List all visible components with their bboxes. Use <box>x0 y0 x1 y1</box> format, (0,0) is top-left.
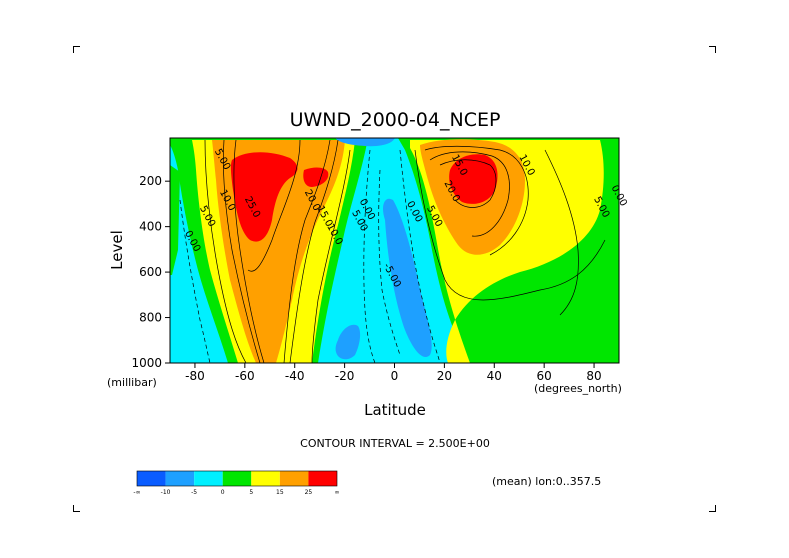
colorbar-label: -5 <box>191 489 197 496</box>
contour-line <box>283 139 331 363</box>
contour-line <box>311 149 351 363</box>
contour-line-dashed <box>363 149 376 363</box>
crop-mark-top-left <box>73 46 80 53</box>
colorbar-label: 15 <box>276 489 284 496</box>
y-tick-label: 800 <box>139 311 162 325</box>
crop-mark-bottom-right <box>709 505 716 512</box>
averaging-label: (mean) lon:0..357.5 <box>492 475 601 488</box>
colorbar-label: ∞ <box>335 489 340 496</box>
colorbar-label: 25 <box>305 489 313 496</box>
y-axis-label: Level <box>108 230 126 270</box>
crop-mark-top-right <box>709 46 716 53</box>
contour-lines <box>204 139 606 363</box>
contour-fill-below-neg5-center <box>382 198 432 358</box>
x-tick-label: 60 <box>537 369 552 383</box>
colorbar-label: -10 <box>161 489 171 496</box>
x-tick-label: -60 <box>235 369 255 383</box>
y-axis: 200 400 600 800 1000 <box>131 174 170 370</box>
contour-fill-25-plus-north <box>449 154 498 204</box>
x-axis: -80 -60 -40 -20 0 20 40 60 80 <box>185 363 602 383</box>
colorbar-swatch <box>137 471 166 486</box>
contour-line <box>544 149 579 316</box>
contour-line <box>424 145 529 256</box>
contour-line <box>233 139 265 363</box>
x-tick-label: -80 <box>185 369 205 383</box>
colorbar-label: 5 <box>249 489 253 496</box>
y-units-label: (millibar) <box>107 376 157 389</box>
contour-line-dashed <box>378 169 401 356</box>
crop-mark-bottom-left <box>73 505 80 512</box>
chart-title: UWND_2000-04_NCEP <box>290 109 501 131</box>
contour-interval-label: CONTOUR INTERVAL = 2.500E+00 <box>300 437 490 450</box>
x-tick-label: -20 <box>335 369 355 383</box>
x-tick-label: 80 <box>586 369 601 383</box>
y-tick-label: 600 <box>139 265 162 279</box>
colorbar-swatch <box>194 471 223 486</box>
colorbar-label: -∞ <box>133 489 140 496</box>
contour-fill-below-neg5-top <box>335 138 395 147</box>
colorbar-swatch <box>251 471 280 486</box>
y-tick-label: 200 <box>139 174 162 188</box>
contour-fill-layer <box>170 138 619 363</box>
contour-line <box>223 139 261 363</box>
contour-line <box>289 139 339 363</box>
colorbar-swatch <box>308 471 337 486</box>
x-axis-label: Latitude <box>364 401 426 419</box>
contour-line-dashed <box>399 149 441 363</box>
colorbar-label: 0 <box>221 489 225 496</box>
x-tick-label: -40 <box>285 369 305 383</box>
colorbar-frame <box>136 470 338 487</box>
x-tick-label: 40 <box>487 369 502 383</box>
contour-fill-25-plus-south <box>230 152 298 242</box>
colorbar-swatch <box>279 471 309 486</box>
y-tick-label: 400 <box>139 220 162 234</box>
contour-line <box>414 149 606 301</box>
colorbar: -∞ -10 -5 0 5 15 25 ∞ <box>133 470 340 496</box>
colorbar-swatch <box>165 471 195 486</box>
contour-line <box>247 139 301 272</box>
contour-fill-0-to-5-west-edge <box>170 165 180 275</box>
x-tick-label: 20 <box>437 369 452 383</box>
contour-fill-below-neg5-low <box>335 324 361 360</box>
x-units-label: (degrees_north) <box>534 382 622 395</box>
contour-line <box>439 159 497 208</box>
y-tick-label: 1000 <box>131 356 162 370</box>
x-tick-label: 0 <box>391 369 399 383</box>
negative-contour-lines <box>179 149 441 363</box>
contour-line-dashed <box>179 199 211 363</box>
contour-line <box>429 151 510 237</box>
colorbar-swatch <box>222 471 252 486</box>
contour-line <box>204 139 247 363</box>
